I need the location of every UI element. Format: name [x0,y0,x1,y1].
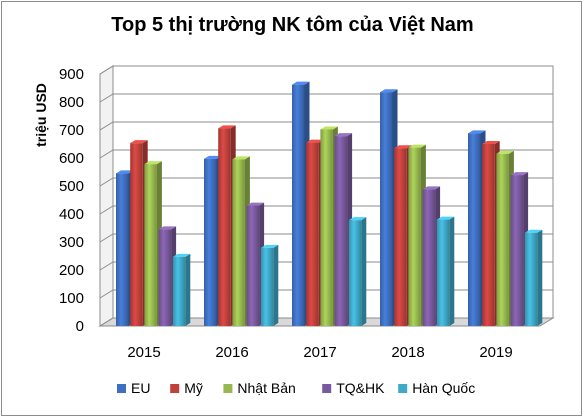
y-tick-label: 800 [59,94,84,111]
legend-label: Hàn Quốc [412,380,475,396]
y-axis-label: triệu USD [33,83,49,147]
legend-swatch [398,384,408,393]
legend: EU Mỹ Nhật Bản TQ&HK Hàn Quốc [117,380,475,396]
y-tick-label: 500 [59,178,84,195]
bars [116,81,543,326]
bar [436,216,455,326]
bar [172,253,191,326]
chart-title: Top 5 thị trường NK tôm của Việt Nam [111,14,474,36]
legend-item: Mỹ [170,380,203,396]
side-wall [99,65,114,327]
legend-swatch [170,384,180,393]
legend-label: Mỹ [184,380,203,396]
legend-swatch [322,384,332,393]
gridline [99,121,553,131]
bar [524,229,543,326]
y-tick-label: 100 [59,290,84,307]
legend-swatch [117,384,126,393]
x-axis-ticks: 2015 2016 2017 2018 2019 [127,344,512,361]
legend-item: EU [117,380,150,396]
gridline [99,93,553,103]
legend-item: TQ&HK [322,380,385,396]
y-axis-ticks: 0 100 200 300 400 500 600 700 800 900 [59,66,84,335]
legend-swatch [223,384,233,393]
legend-label: TQ&HK [336,380,385,396]
legend-label: Nhật Bản [237,380,295,396]
gridline [99,65,553,75]
y-tick-label: 600 [59,150,84,167]
legend-item: Nhật Bản [223,380,296,396]
x-tick-label: 2019 [479,344,512,361]
y-tick-label: 200 [59,262,84,279]
x-tick-label: 2018 [391,344,424,361]
x-tick-label: 2016 [215,344,248,361]
y-tick-label: 900 [59,66,84,83]
x-tick-label: 2017 [303,344,336,361]
bar [348,217,367,326]
y-tick-label: 400 [59,206,84,223]
y-tick-label: 700 [59,122,84,139]
x-tick-label: 2015 [127,344,160,361]
bar [260,244,279,326]
y-tick-label: 0 [76,318,84,335]
legend-item: Hàn Quốc [398,380,475,396]
legend-label: EU [131,380,150,396]
y-tick-label: 300 [59,234,84,251]
